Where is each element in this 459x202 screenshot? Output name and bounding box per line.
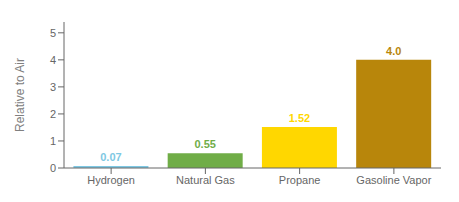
svg-text:Propane: Propane bbox=[279, 174, 321, 186]
svg-text:3: 3 bbox=[50, 81, 56, 93]
svg-text:0.55: 0.55 bbox=[194, 138, 215, 150]
svg-text:Relative to Air: Relative to Air bbox=[13, 58, 27, 132]
svg-text:Hydrogen: Hydrogen bbox=[87, 174, 135, 186]
svg-text:4: 4 bbox=[50, 54, 56, 66]
svg-text:0.07: 0.07 bbox=[100, 151, 121, 163]
svg-text:Natural Gas: Natural Gas bbox=[176, 174, 235, 186]
svg-text:1.52: 1.52 bbox=[289, 112, 310, 124]
svg-text:4.0: 4.0 bbox=[386, 45, 401, 57]
svg-text:5: 5 bbox=[50, 27, 56, 39]
svg-text:2: 2 bbox=[50, 108, 56, 120]
svg-text:1: 1 bbox=[50, 135, 56, 147]
svg-text:Gasoline Vapor: Gasoline Vapor bbox=[356, 174, 431, 186]
svg-text:0: 0 bbox=[50, 162, 56, 174]
